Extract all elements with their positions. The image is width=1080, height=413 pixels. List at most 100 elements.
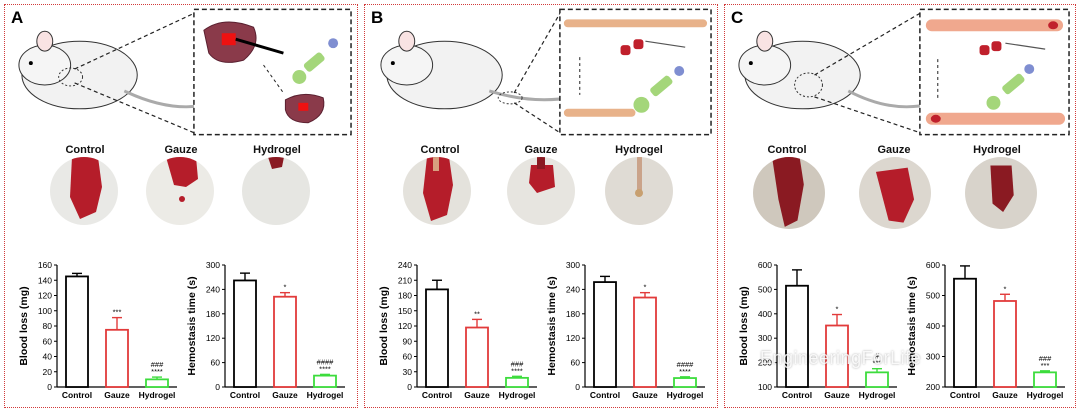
x-tick-label: Gauze bbox=[272, 390, 298, 400]
bar-gauze bbox=[993, 300, 1017, 388]
y-tick-label: 180 bbox=[566, 309, 580, 319]
y-tick-label: 60 bbox=[571, 358, 581, 368]
x-tick-label: Gauze bbox=[464, 390, 490, 400]
y-tick-label: 0 bbox=[215, 382, 220, 392]
photo-label-hydrogel: Hydrogel bbox=[253, 144, 301, 156]
y-tick-label: 240 bbox=[398, 260, 412, 270]
x-tick-label: Hydrogel bbox=[1027, 390, 1064, 400]
photo-gauze bbox=[507, 157, 575, 225]
x-tick-label: Control bbox=[590, 390, 620, 400]
x-tick-label: Hydrogel bbox=[499, 390, 536, 400]
y-axis-label: Blood loss (mg) bbox=[738, 286, 750, 365]
bar-control bbox=[953, 277, 977, 388]
panel-c: C Control Gauze Hydrogel bbox=[724, 4, 1076, 408]
y-tick-label: 0 bbox=[407, 382, 412, 392]
y-tick-label: 60 bbox=[403, 352, 413, 362]
y-tick-label: 120 bbox=[38, 291, 52, 301]
y-tick-label: 300 bbox=[926, 352, 940, 362]
photo-label-hydrogel: Hydrogel bbox=[615, 144, 663, 156]
significance-label: *** bbox=[113, 308, 122, 317]
significance-label: **** bbox=[319, 364, 331, 373]
photo-label-control: Control bbox=[65, 144, 105, 156]
chart-b-hemostasis-time: 0 60 120 180 240 300 Hemostasis time (s) Contro… bbox=[546, 260, 705, 400]
y-tick-label: 240 bbox=[206, 284, 220, 294]
y-tick-label: 600 bbox=[926, 260, 940, 270]
y-axis-label: Blood loss (mg) bbox=[378, 286, 390, 365]
y-tick-label: 200 bbox=[926, 382, 940, 392]
rat-tail-scene bbox=[380, 8, 712, 136]
y-tick-label: 90 bbox=[403, 336, 413, 346]
watermark-text: EngineeringForLife bbox=[760, 348, 922, 368]
photo-label-control: Control bbox=[767, 144, 807, 156]
chart-a-hemostasis-time: 0 60 120 180 240 300 Hemostasis time (s) Contro… bbox=[186, 260, 345, 400]
photo-label-gauze: Gauze bbox=[164, 144, 198, 156]
photo-label-control: Control bbox=[420, 144, 460, 156]
y-axis-label: Hemostasis time (s) bbox=[546, 276, 558, 375]
bar-hydrogel bbox=[865, 371, 889, 388]
significance-label: # bbox=[875, 352, 880, 361]
x-tick-label: Control bbox=[782, 390, 812, 400]
significance-label: *** bbox=[1041, 361, 1050, 370]
significance-label: * bbox=[1004, 284, 1007, 293]
x-tick-label: Control bbox=[62, 390, 92, 400]
panel-letter: C bbox=[731, 8, 744, 27]
x-tick-label: Gauze bbox=[632, 390, 658, 400]
photo-control bbox=[753, 157, 825, 229]
bar-control bbox=[233, 279, 257, 388]
y-tick-label: 100 bbox=[758, 382, 772, 392]
y-tick-label: 160 bbox=[38, 260, 52, 270]
rat-illustration bbox=[738, 30, 935, 110]
y-tick-label: 0 bbox=[47, 382, 52, 392]
significance-label: *** bbox=[873, 359, 882, 368]
significance-label: * bbox=[644, 283, 647, 292]
rat-leg-scene bbox=[738, 8, 1070, 136]
y-tick-label: 0 bbox=[575, 382, 580, 392]
photo-control bbox=[403, 157, 471, 225]
y-axis-label: Blood loss (mg) bbox=[18, 286, 30, 365]
panel-letter: A bbox=[11, 8, 24, 27]
y-tick-label: 300 bbox=[566, 260, 580, 270]
significance-label: ### bbox=[151, 360, 164, 369]
bar-hydrogel bbox=[145, 378, 169, 388]
y-tick-label: 30 bbox=[403, 367, 413, 377]
y-tick-label: 400 bbox=[758, 309, 772, 319]
y-tick-label: 180 bbox=[398, 291, 412, 301]
bar-control bbox=[593, 281, 617, 388]
liver-illustration bbox=[203, 21, 339, 124]
panel-letter: B bbox=[371, 8, 384, 27]
rat-illustration bbox=[380, 30, 575, 110]
bar-gauze bbox=[633, 296, 657, 388]
y-tick-label: 400 bbox=[926, 321, 940, 331]
x-tick-label: Gauze bbox=[104, 390, 130, 400]
x-tick-label: Gauze bbox=[824, 390, 850, 400]
y-tick-label: 600 bbox=[758, 260, 772, 270]
y-tick-label: 20 bbox=[43, 367, 53, 377]
photo-control bbox=[50, 157, 118, 225]
y-tick-label: 120 bbox=[206, 333, 220, 343]
significance-label: ** bbox=[474, 309, 480, 318]
y-tick-label: 100 bbox=[38, 306, 52, 316]
chart-c-blood-loss: 100 200 300 400 500 600 Blood loss (mg) Control… bbox=[738, 260, 897, 400]
bar-gauze bbox=[273, 295, 297, 388]
y-tick-label: 500 bbox=[926, 291, 940, 301]
y-tick-label: 60 bbox=[43, 336, 53, 346]
panel-a: A Control Gauze Hydrogel bbox=[4, 4, 358, 408]
significance-label: **** bbox=[679, 367, 691, 376]
photo-hydrogel bbox=[605, 157, 673, 225]
y-tick-label: 200 bbox=[758, 358, 772, 368]
y-tick-label: 40 bbox=[43, 352, 53, 362]
significance-label: **** bbox=[511, 366, 523, 375]
significance-label: #### bbox=[317, 357, 335, 366]
tail-cut-illustration bbox=[563, 19, 708, 117]
y-tick-label: 240 bbox=[566, 284, 580, 294]
panel-b: B Control Gauze Hydrogel bbox=[364, 4, 718, 408]
y-tick-label: 80 bbox=[43, 321, 53, 331]
significance-label: * bbox=[284, 283, 287, 292]
photo-label-hydrogel: Hydrogel bbox=[973, 144, 1021, 156]
significance-label: #### bbox=[677, 360, 695, 369]
x-tick-label: Hydrogel bbox=[859, 390, 896, 400]
bar-control bbox=[425, 288, 449, 388]
photo-label-gauze: Gauze bbox=[877, 144, 911, 156]
y-tick-label: 300 bbox=[206, 260, 220, 270]
significance-label: * bbox=[836, 305, 839, 314]
